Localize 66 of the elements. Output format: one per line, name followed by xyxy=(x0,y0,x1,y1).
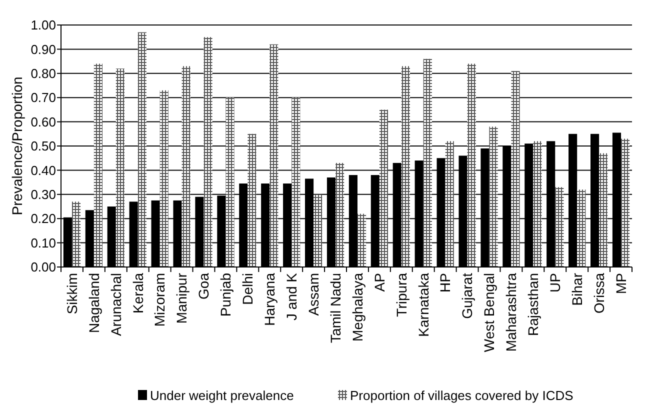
bar xyxy=(555,187,564,267)
bar xyxy=(182,66,190,267)
y-tick-label: 0.40 xyxy=(30,162,56,178)
bar xyxy=(270,44,278,267)
x-tick-label: Orissa xyxy=(590,272,607,314)
bar xyxy=(204,37,212,267)
y-tick-label: 0.20 xyxy=(30,211,56,226)
x-tick-label: Gujarat xyxy=(459,272,476,319)
x-tick-label: Rajasthan xyxy=(525,273,542,336)
y-axis-title: Prevalence/Proportion xyxy=(9,76,25,216)
bar xyxy=(72,202,81,267)
y-tick-label: 0.30 xyxy=(30,186,56,202)
x-tick-label: Sikkim xyxy=(64,273,80,314)
bar xyxy=(489,126,498,267)
y-tick-label: 0.00 xyxy=(30,260,56,275)
x-tick-label: Tripura xyxy=(393,272,410,317)
y-tick-label: 0.10 xyxy=(30,235,56,250)
x-tick-label: HP xyxy=(437,273,454,292)
bar xyxy=(423,58,432,267)
x-tick-label: Mizoram xyxy=(152,273,168,327)
x-tick-label: Haryana xyxy=(262,272,278,326)
x-tick-label: Karnataka xyxy=(415,272,432,337)
bar xyxy=(357,214,366,267)
bar xyxy=(292,98,300,267)
bar xyxy=(401,66,410,267)
x-tick-label: J and K xyxy=(283,272,300,320)
x-tick-label: Meghalaya xyxy=(349,272,366,342)
x-tick-label: Arunachal xyxy=(108,273,124,336)
bar xyxy=(511,70,520,267)
y-tick-label: 0.80 xyxy=(30,66,56,81)
x-tick-label: Assam xyxy=(305,273,322,316)
bar xyxy=(445,141,454,267)
bar xyxy=(116,68,124,267)
y-tick-label: 0.70 xyxy=(30,90,56,106)
x-tick-label: Maharashtra xyxy=(503,272,520,352)
x-tick-label: AP xyxy=(371,273,388,292)
bar xyxy=(248,134,256,267)
x-tick-label: Punjab xyxy=(218,272,234,317)
x-tick-label: UP xyxy=(547,273,564,292)
bar xyxy=(336,162,344,267)
x-tick-label: West Bengal xyxy=(481,273,498,352)
x-tick-label: Tamil Nadu xyxy=(327,273,344,344)
y-tick-label: 0.60 xyxy=(30,114,56,130)
x-tick-label: Nagaland xyxy=(86,273,102,333)
bar xyxy=(577,190,586,267)
legend-label: Proportion of villages covered by ICDS xyxy=(350,388,574,403)
bar xyxy=(226,98,234,267)
x-tick-label: Bihar xyxy=(568,272,585,306)
x-tick-label: Manipur xyxy=(174,272,190,324)
bar xyxy=(379,110,388,267)
y-tick-label: 0.90 xyxy=(30,42,56,57)
x-tick-label: Delhi xyxy=(240,273,256,305)
legend-label: Under weight prevalence xyxy=(150,388,294,403)
bar xyxy=(314,194,322,267)
y-tick-label: 1.00 xyxy=(30,18,56,33)
bar xyxy=(599,153,608,267)
bar xyxy=(621,138,630,267)
x-tick-label: MP xyxy=(612,273,629,294)
bar xyxy=(160,90,168,267)
y-tick-label: 0.50 xyxy=(30,138,56,154)
x-tick-label: Kerala xyxy=(130,272,146,314)
bar xyxy=(138,32,146,267)
bar xyxy=(94,64,103,267)
bar xyxy=(533,141,542,267)
bar xyxy=(467,64,476,267)
x-tick-label: Goa xyxy=(196,272,212,300)
